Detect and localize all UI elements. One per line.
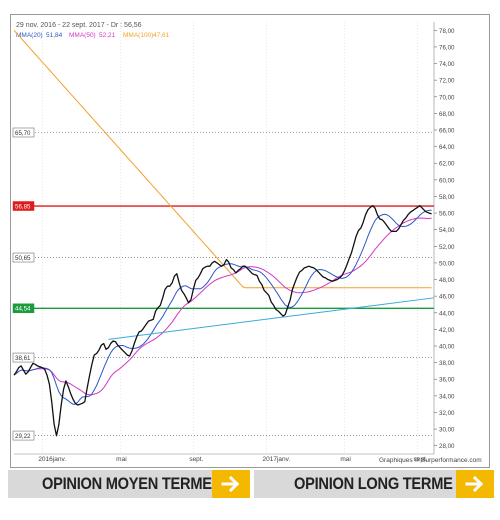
level-label: 65,70 bbox=[15, 130, 31, 137]
y-tick-label: 50,00 bbox=[439, 260, 455, 267]
x-tick-label: sept. bbox=[413, 456, 427, 463]
y-tick-label: 46,00 bbox=[439, 294, 455, 301]
mma100-line bbox=[13, 29, 432, 289]
opinion-long-term-label: OPINION LONG TERME bbox=[294, 474, 453, 493]
level-label-box bbox=[12, 252, 35, 263]
y-tick-label: 74,00 bbox=[439, 61, 455, 68]
legend-value: 47,61 bbox=[153, 32, 170, 39]
y-tick-label: 38,00 bbox=[439, 360, 455, 367]
legend-value: 52,21 bbox=[99, 32, 116, 39]
y-tick-label: 78,00 bbox=[439, 28, 455, 35]
y-tick-label: 36,00 bbox=[439, 377, 455, 384]
legend-label: MMA(100) bbox=[123, 32, 153, 39]
legend-value: 51,84 bbox=[46, 32, 63, 39]
level-label: 50,65 bbox=[15, 255, 31, 262]
legend-label: MMA(20) bbox=[16, 32, 43, 39]
level-label-box bbox=[12, 201, 35, 211]
y-tick-label: 76,00 bbox=[439, 44, 455, 51]
y-tick-label: 30,00 bbox=[439, 427, 455, 434]
y-tick-label: 52,00 bbox=[439, 244, 455, 251]
y-tick-label: 54,00 bbox=[439, 227, 455, 234]
y-tick-label: 62,00 bbox=[439, 161, 455, 168]
opinion-long-term-bar[interactable]: OPINION LONG TERME bbox=[254, 470, 494, 498]
x-tick-label: mai bbox=[340, 456, 350, 463]
mma50-line bbox=[13, 217, 432, 396]
legend-label: MMA(50) bbox=[69, 32, 96, 39]
y-tick-label: 40,00 bbox=[439, 344, 455, 351]
arrow-right-icon[interactable] bbox=[456, 470, 494, 498]
y-tick-label: 70,00 bbox=[439, 94, 455, 101]
level-label-box bbox=[12, 127, 35, 138]
y-tick-label: 58,00 bbox=[439, 194, 455, 201]
x-tick-label: 2016janv. bbox=[38, 456, 66, 463]
level-label-box bbox=[12, 303, 35, 314]
chart-frame bbox=[10, 14, 490, 468]
level-label: 44,54 bbox=[15, 306, 31, 313]
y-tick-label: 72,00 bbox=[439, 78, 455, 85]
price-chart: 29 nov. 2016 - 22 sept. 2017 - Dr : 56,5… bbox=[12, 22, 482, 464]
level-label-box bbox=[12, 430, 35, 441]
x-tick-label: 2017janv. bbox=[262, 456, 290, 463]
level-label: 38,61 bbox=[15, 355, 31, 362]
chart-title: 29 nov. 2016 - 22 sept. 2017 - Dr : 56,5… bbox=[16, 22, 142, 29]
y-tick-label: 64,00 bbox=[439, 144, 455, 151]
level-label: 29,22 bbox=[15, 433, 31, 440]
arrow-right-icon[interactable] bbox=[212, 470, 250, 498]
x-tick-label: mai bbox=[116, 456, 126, 463]
level-label-box bbox=[12, 352, 35, 363]
x-tick-label: sept. bbox=[189, 456, 203, 463]
y-tick-label: 66,00 bbox=[439, 128, 455, 135]
y-tick-label: 60,00 bbox=[439, 177, 455, 184]
trend-line bbox=[108, 297, 435, 340]
y-tick-label: 48,00 bbox=[439, 277, 455, 284]
y-tick-label: 68,00 bbox=[439, 111, 455, 118]
y-tick-label: 42,00 bbox=[439, 327, 455, 334]
y-tick-label: 44,00 bbox=[439, 310, 455, 317]
y-tick-label: 32,00 bbox=[439, 410, 455, 417]
opinion-medium-term-label: OPINION MOYEN TERME bbox=[42, 474, 212, 493]
opinion-medium-term-bar[interactable]: OPINION MOYEN TERME bbox=[8, 470, 250, 498]
y-tick-label: 28,00 bbox=[439, 443, 455, 450]
y-tick-label: 34,00 bbox=[439, 393, 455, 400]
price-line bbox=[13, 204, 432, 437]
chart-credit: Graphiques © Surperformance.com bbox=[379, 456, 482, 464]
mma20-line bbox=[13, 209, 432, 405]
level-label: 56,85 bbox=[15, 203, 31, 210]
y-tick-label: 56,00 bbox=[439, 211, 455, 218]
